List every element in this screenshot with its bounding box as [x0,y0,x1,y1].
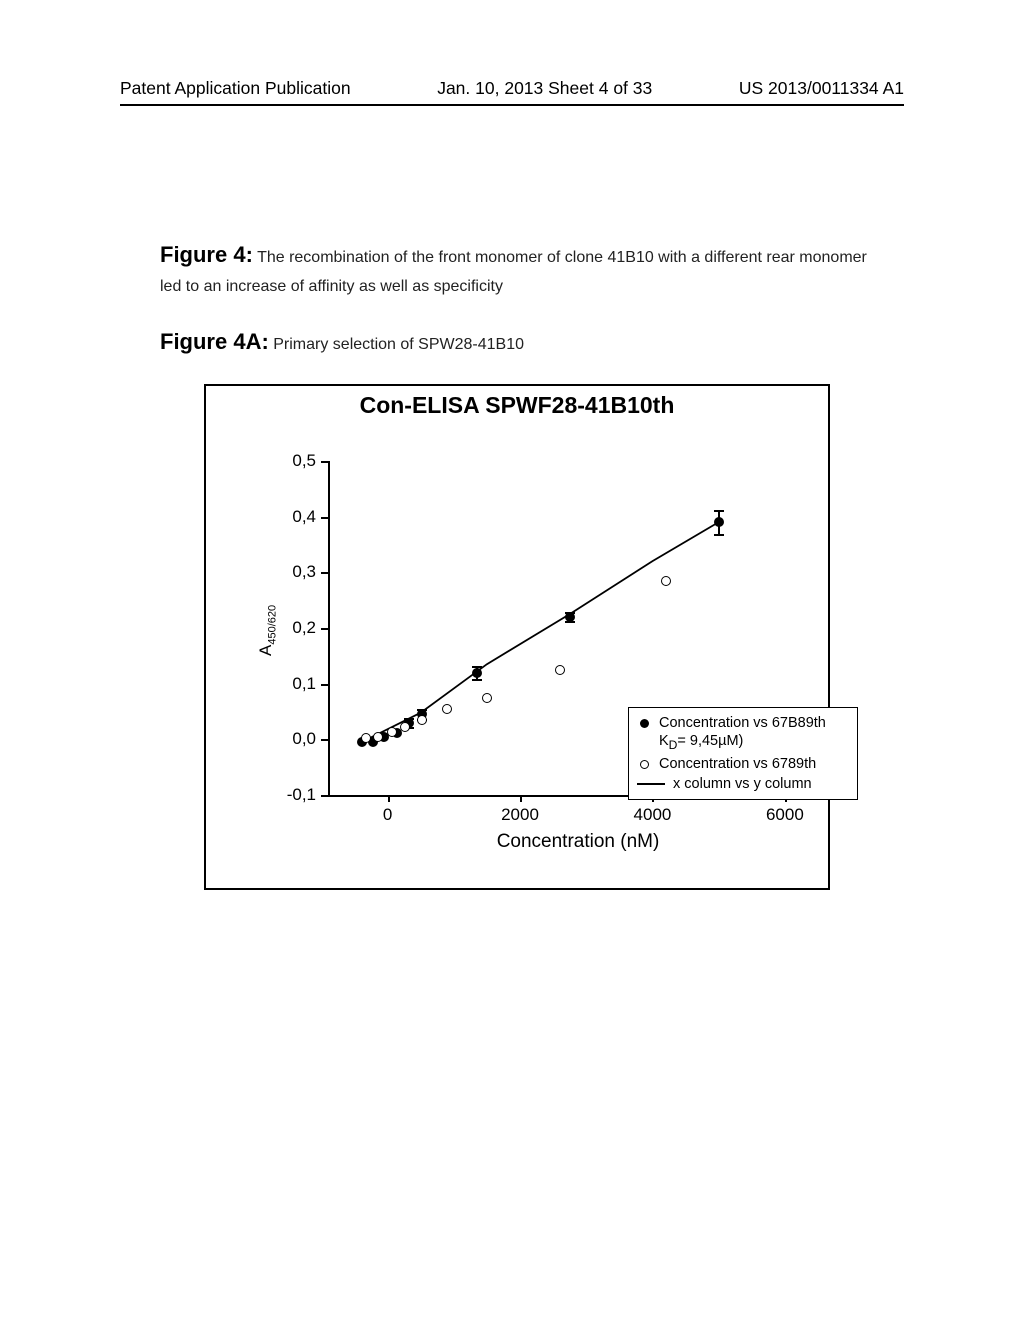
data-point-open [373,732,383,742]
y-axis-label: A450/620 [256,605,278,656]
x-tick [388,795,390,802]
x-axis-label: Concentration (nM) [478,831,678,853]
chart-frame: Con-ELISA SPWF28-41B10th -0,1 0,0 0,1 0,2 0,… [204,384,830,890]
y-tick-label: -0,1 [276,785,316,805]
x-tick-label: 4000 [634,805,672,825]
y-tick [321,628,328,630]
data-point-open [400,722,410,732]
y-axis [328,461,330,795]
y-tick-label: 0,1 [276,674,316,694]
figure4a-label: Figure 4A: [160,329,269,354]
data-point-filled [714,517,724,527]
y-tick-label: 0,0 [276,729,316,749]
legend-marker-open-icon [637,755,651,773]
legend-text-open: Concentration vs 6789th [659,755,816,773]
header-left: Patent Application Publication [120,78,351,99]
error-cap [714,510,724,512]
header-rule [120,104,904,106]
data-point-open [387,727,397,737]
x-tick-label: 6000 [766,805,804,825]
legend-marker-line-icon [637,775,665,793]
y-tick [321,795,328,797]
header-center: Jan. 10, 2013 Sheet 4 of 33 [437,78,652,99]
header-right: US 2013/0011334 A1 [739,78,904,99]
figure-captions: Figure 4: The recombination of the front… [160,236,880,361]
error-cap [472,679,482,681]
data-point-open [442,704,452,714]
data-point-open [661,576,671,586]
y-tick [321,572,328,574]
data-point-open [417,715,427,725]
data-point-open [361,733,371,743]
page-header: Patent Application Publication Jan. 10, … [0,78,1024,99]
page: Patent Application Publication Jan. 10, … [0,0,1024,1320]
legend-marker-filled-icon [637,714,651,732]
legend-text-filled: Concentration vs 67B89thKD= 9,45µM) [659,714,826,753]
y-tick [321,517,328,519]
data-point-open [555,665,565,675]
legend-row: x column vs y column [637,775,849,793]
error-cap [714,534,724,536]
legend-row: Concentration vs 67B89thKD= 9,45µM) [637,714,849,753]
y-tick [321,461,328,463]
figure4a-caption: Figure 4A: Primary selection of SPW28-41… [160,329,880,355]
data-point-filled [565,612,575,622]
legend-row: Concentration vs 6789th [637,755,849,773]
y-tick-label: 0,4 [276,507,316,527]
plot-area: -0,10,00,10,20,30,40,50200040006000A450/… [328,433,818,823]
data-point-filled [472,668,482,678]
figure4a-text: Primary selection of SPW28-41B10 [269,336,524,353]
y-tick-label: 0,5 [276,451,316,471]
figure4-label: Figure 4: [160,242,253,267]
chart-title: Con-ELISA SPWF28-41B10th [206,392,828,419]
x-tick [520,795,522,802]
y-tick-label: 0,2 [276,618,316,638]
y-tick [321,684,328,686]
y-tick [321,739,328,741]
figure4-text: The recombination of the front monomer o… [160,249,867,295]
legend-text-line: x column vs y column [673,775,812,793]
data-point-open [482,693,492,703]
x-tick-label: 0 [383,805,392,825]
figure4-caption: Figure 4: The recombination of the front… [160,236,880,301]
legend: Concentration vs 67B89thKD= 9,45µM) Conce… [628,707,858,800]
y-tick-label: 0,3 [276,562,316,582]
x-tick-label: 2000 [501,805,539,825]
